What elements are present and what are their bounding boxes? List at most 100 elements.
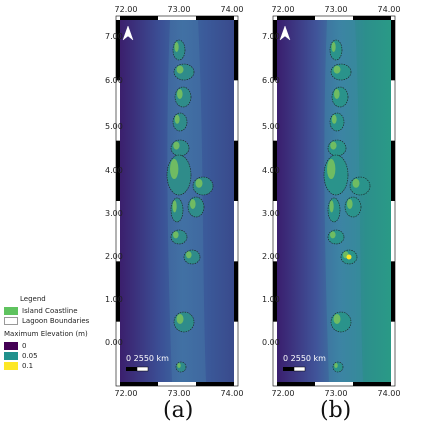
scale-bar-label: 0 2550 km	[126, 354, 169, 363]
atolls	[166, 39, 214, 373]
atoll-0	[329, 39, 343, 61]
coastline-4	[330, 141, 337, 150]
atoll-8	[170, 197, 184, 223]
shelf-band	[324, 20, 363, 382]
coastline-1	[333, 65, 341, 74]
scale-bar-label: 0 2550 km	[283, 354, 326, 363]
atoll-2	[174, 86, 192, 108]
y-tick-6: 1.00	[262, 295, 280, 304]
coastline-6	[352, 178, 360, 188]
y-tick-0: 7.00	[105, 32, 123, 41]
atoll-3	[329, 112, 345, 132]
shelf-band	[167, 20, 206, 382]
panel-label-b: (b)	[320, 398, 352, 423]
atoll-2	[331, 86, 349, 108]
coastline-8	[329, 200, 334, 213]
map-panel-a: 0 2550 km 72.00 72.00 73.00 73.00 74.00 74.00 7…	[105, 5, 244, 398]
north-arrow-icon	[279, 25, 291, 41]
y-tick-3: 4.00	[105, 166, 123, 175]
elevation-title: Maximum Elevation (m)	[4, 330, 88, 338]
level-1-label: 0.05	[22, 351, 38, 360]
legend-coastline: Island Coastline	[4, 306, 104, 316]
y-tick-4: 3.00	[262, 209, 280, 218]
scale-bar: 0 2550 km	[126, 354, 169, 372]
y-tick-1: 6.00	[262, 76, 280, 85]
coastline-0	[331, 42, 336, 52]
atoll-5	[323, 154, 349, 196]
coastline-0	[174, 42, 179, 52]
x-tick-bottom-2: 74.00	[221, 389, 244, 398]
atoll-1	[173, 63, 195, 81]
coastline-6	[195, 178, 203, 188]
legend: Legend Island Coastline Lagoon Boundarie…	[4, 296, 104, 371]
legend-lagoon: Lagoon Boundaries	[4, 316, 104, 326]
legend-level-0: 0	[4, 341, 104, 351]
coastline-9	[330, 231, 336, 239]
x-tick-top-0: 72.00	[272, 5, 295, 14]
lagoon-label: Lagoon Boundaries	[22, 316, 90, 325]
atoll-7	[187, 196, 205, 218]
coastline-11	[176, 314, 184, 324]
x-tick-bottom-1: 73.00	[325, 389, 348, 398]
level-0-label: 0	[22, 341, 27, 350]
atoll-12	[332, 361, 344, 373]
x-tick-bottom-2: 74.00	[378, 389, 401, 398]
y-tick-2: 5.00	[105, 122, 123, 131]
atoll-9	[170, 229, 188, 245]
y-tick-5: 2.00	[105, 252, 123, 261]
x-tick-top-2: 74.00	[221, 5, 244, 14]
atoll-9	[327, 229, 345, 245]
coastline-7	[347, 199, 353, 209]
atoll-0	[172, 39, 186, 61]
coastline-2	[334, 89, 340, 99]
atoll-7	[344, 196, 362, 218]
coastline-8	[172, 200, 177, 213]
y-tick-5: 2.00	[262, 252, 280, 261]
atoll-3	[172, 112, 188, 132]
coastline-3	[174, 114, 180, 124]
coastline-11	[333, 314, 341, 324]
x-tick-top-1: 73.00	[168, 5, 191, 14]
atoll-5	[166, 154, 192, 196]
coastline-1	[176, 65, 184, 74]
coastline-label: Island Coastline	[22, 306, 78, 315]
coastline-10	[186, 251, 192, 259]
level-2-label: 0.1	[22, 361, 34, 370]
level-2-swatch	[4, 362, 18, 370]
y-tick-4: 3.00	[105, 209, 123, 218]
atoll-10	[183, 249, 201, 265]
map-panel-b: 0 2550 km 72.00 72.00 73.00 73.00 74.00 74.00 7…	[262, 5, 401, 398]
coastline-3	[331, 114, 337, 124]
atoll-8	[327, 197, 341, 223]
atoll-1	[330, 63, 352, 81]
coastline-9	[173, 231, 179, 239]
atoll-6	[192, 176, 214, 196]
y-tick-0: 7.00	[262, 32, 280, 41]
panel-label-a: (a)	[163, 398, 194, 423]
legend-level-1: 0.05	[4, 351, 104, 361]
x-tick-top-0: 72.00	[115, 5, 138, 14]
legend-title: Legend	[20, 295, 46, 303]
coastline-7	[190, 199, 196, 209]
atoll-11	[330, 311, 352, 333]
coastline-4	[173, 141, 180, 150]
coastline-2	[177, 89, 183, 99]
x-tick-bottom-0: 72.00	[272, 389, 295, 398]
y-tick-6: 1.00	[105, 295, 123, 304]
lagoon-swatch	[4, 317, 18, 325]
y-tick-1: 6.00	[105, 76, 123, 85]
north-arrow-icon	[122, 25, 134, 41]
atoll-11	[173, 311, 195, 333]
x-tick-bottom-0: 72.00	[115, 389, 138, 398]
atoll-4	[170, 139, 190, 157]
x-tick-bottom-1: 73.00	[168, 389, 191, 398]
y-tick-7: 0.00	[262, 338, 280, 347]
atoll-6	[349, 176, 371, 196]
coastline-12	[334, 363, 338, 368]
atoll-4	[327, 139, 347, 157]
y-tick-3: 4.00	[262, 166, 280, 175]
scale-bar: 0 2550 km	[283, 354, 326, 372]
x-tick-top-1: 73.00	[325, 5, 348, 14]
y-tick-7: 0.00	[105, 338, 123, 347]
atolls	[323, 39, 371, 373]
